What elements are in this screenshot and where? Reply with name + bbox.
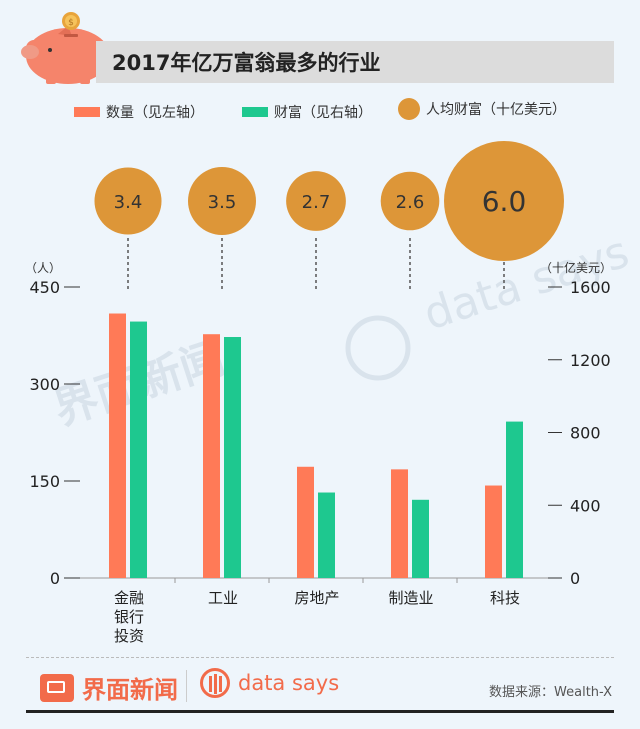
legend-count: 数量（见左轴） [74, 102, 204, 122]
footer-bottom-rule [26, 710, 614, 713]
avg-wealth-bubble [380, 171, 440, 231]
datasays-logo-icon [200, 668, 230, 698]
wealth-bar [412, 499, 429, 578]
left-axis-tick-label: 300 [29, 375, 60, 394]
category-label: 科技 [490, 589, 520, 607]
avg-wealth-label: 2.6 [396, 192, 425, 213]
avg-wealth-bubble [286, 171, 346, 231]
avg-wealth-bubble [94, 167, 162, 235]
data-source: 数据来源：Wealth-X [489, 685, 612, 700]
legend-avg-label: 人均财富（十亿美元） [426, 102, 566, 118]
chart-title: 2017年亿万富翁最多的行业 [112, 51, 381, 75]
jiemian-logo-text: 界面新闻 [82, 676, 178, 704]
left-axis-tick-label: 450 [29, 278, 60, 297]
category-label: 银行 [114, 608, 144, 626]
category-label: 房地产 [294, 589, 339, 607]
category-label: 制造业 [388, 589, 433, 607]
avg-wealth-label: 6.0 [482, 185, 527, 218]
left-axis-tick-label: 0 [50, 569, 60, 588]
right-axis-tick-label: 400 [570, 496, 601, 515]
right-axis-tick-label: 1200 [570, 351, 611, 370]
avg-wealth-bubble [444, 141, 564, 261]
avg-wealth-label: 2.7 [302, 192, 331, 213]
legend-count-label: 数量（见左轴） [106, 105, 204, 121]
right-axis-tick-label: 800 [570, 424, 601, 443]
title-bar [96, 41, 614, 83]
legend-avg-swatch [398, 98, 420, 120]
footer-logo-divider [186, 670, 187, 702]
count-bar [297, 466, 314, 578]
wealth-bar [506, 421, 523, 578]
legend-wealth-label: 财富（见右轴） [274, 105, 372, 121]
legend-wealth: 财富（见右轴） [242, 102, 372, 122]
category-label: 工业 [208, 589, 238, 607]
count-bar [391, 469, 408, 578]
wealth-bar [318, 492, 335, 578]
count-bar [203, 334, 220, 578]
avg-wealth-label: 3.4 [114, 192, 143, 213]
wealth-bar [224, 337, 241, 578]
right-axis-tick-label: 0 [570, 569, 580, 588]
category-label: 投资 [114, 627, 144, 645]
avg-wealth-bubble [188, 167, 256, 235]
legend: 数量（见左轴） 财富（见右轴） 人均财富（十亿美元） [0, 98, 640, 130]
avg-wealth-label: 3.5 [208, 192, 237, 213]
datasays-logo: data says [200, 668, 339, 698]
legend-avg: 人均财富（十亿美元） [398, 98, 566, 120]
left-axis-tick-label: 150 [29, 472, 60, 491]
datasays-logo-text: data says [238, 671, 340, 695]
jiemian-logo-icon [40, 673, 74, 702]
count-bar [109, 313, 126, 578]
right-axis-tick-label: 1600 [570, 278, 611, 297]
watermark-circle-icon [345, 315, 411, 381]
left-axis-unit: （人） [25, 261, 61, 275]
legend-count-swatch [74, 107, 100, 117]
footer-divider [26, 657, 614, 658]
right-axis-unit: （十亿美元） [540, 260, 612, 275]
category-label: 金融 [114, 589, 144, 607]
jiemian-logo: 界面新闻 [40, 670, 178, 705]
count-bar [485, 485, 502, 578]
wealth-bar [130, 321, 147, 578]
legend-wealth-swatch [242, 107, 268, 117]
